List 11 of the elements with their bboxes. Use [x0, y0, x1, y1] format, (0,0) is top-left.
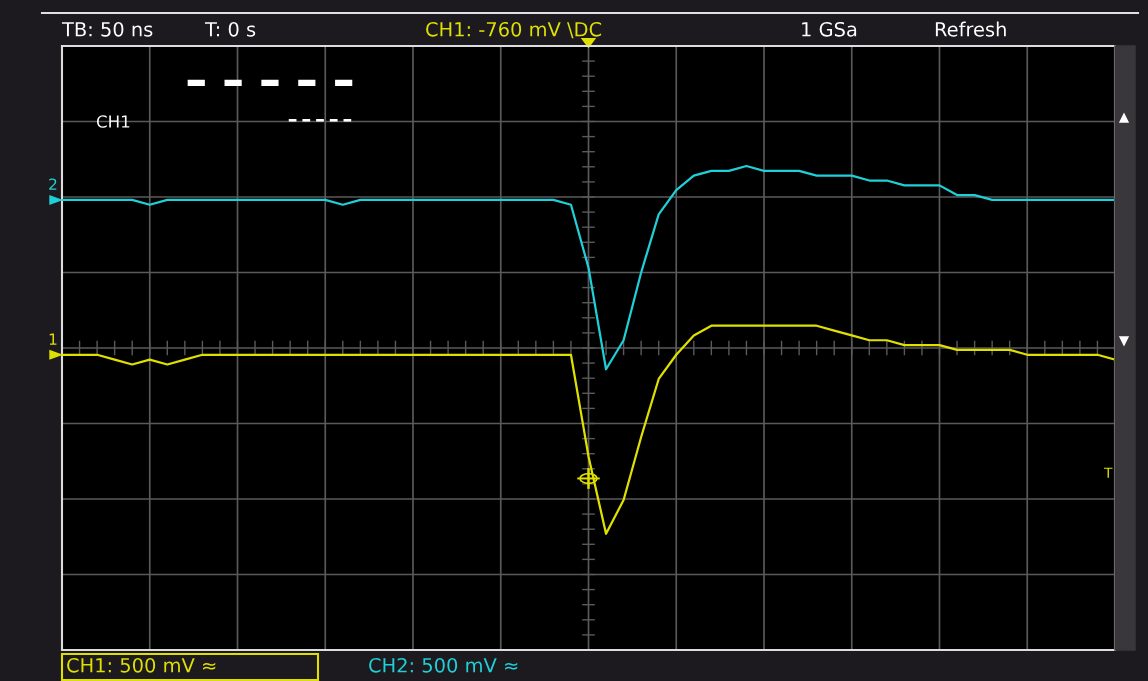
text: T: 0 s	[204, 21, 256, 37]
annotation: T	[1103, 467, 1113, 478]
text: Refresh	[935, 21, 1006, 37]
text: TB: 50 ns	[61, 21, 153, 37]
text: CH1: 500 mV ≈	[67, 657, 216, 673]
text: CH1: -760 mV \DC	[426, 21, 602, 39]
text: CH2: 500 mV ≈	[369, 657, 518, 673]
text: 1	[49, 333, 57, 345]
text: CH1	[96, 115, 130, 128]
text: 2	[49, 178, 57, 190]
text: 1 GSa	[802, 21, 857, 37]
